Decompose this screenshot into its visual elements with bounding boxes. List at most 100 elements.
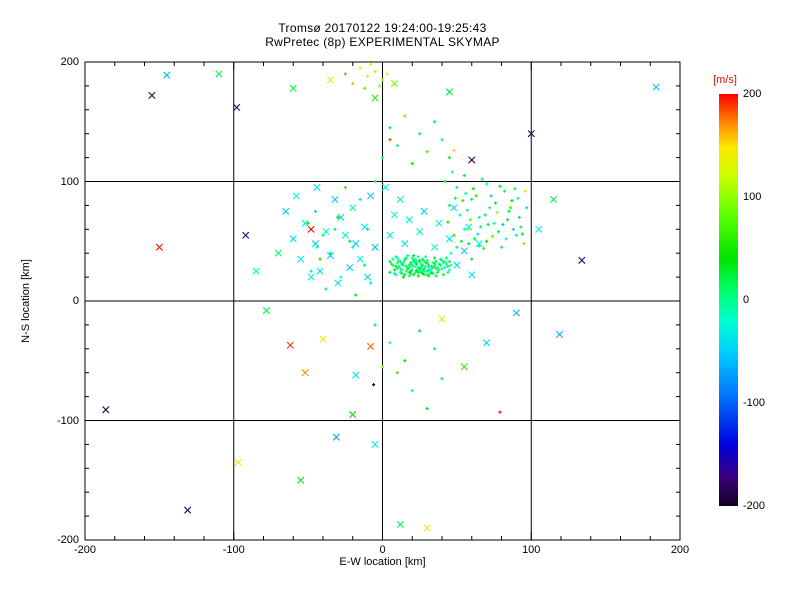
cross-stroke [289,235,297,243]
data-point-cross [423,524,431,532]
data-point-dot [467,242,471,246]
data-point-dot [412,253,416,258]
data-point-dot [440,138,444,142]
data-point-cross [453,261,461,269]
data-point-dot [363,263,367,267]
data-point-dot [397,258,401,262]
data-point-dot [425,406,429,411]
data-point-dot [358,66,362,70]
colorbar-tick-label: -200 [743,500,766,512]
data-point-dot [318,257,322,261]
data-point-cross [352,240,360,248]
data-point-dot [427,274,431,278]
data-point-dot [409,261,413,265]
data-point-cross [465,223,473,231]
cross-stroke [416,228,424,236]
cross-stroke [390,211,398,219]
data-point-dot [462,173,466,178]
cross-stroke [215,70,223,78]
data-point-cross [286,341,294,349]
data-point-cross [430,243,439,251]
cross-stroke [292,192,300,200]
data-point-cross [401,240,409,248]
data-point-dot [489,194,493,198]
data-point-dot [495,210,499,215]
cross-stroke [163,71,171,79]
cross-stroke [401,240,409,248]
data-point-cross [352,371,360,379]
data-point-dot [505,218,510,222]
x-tick-label: 200 [670,544,690,556]
cross-stroke [381,183,390,192]
data-point-dot [418,132,422,136]
data-point-dot [406,267,410,271]
data-point-cross [337,213,345,221]
data-point-dot [388,138,392,142]
cross-stroke [367,192,375,200]
data-point-dot [380,156,385,160]
data-point-dot [483,213,487,217]
data-point-dot [493,201,498,205]
x-tick-label: -100 [222,544,245,556]
data-point-dot [409,269,413,273]
data-point-dot [412,273,416,277]
data-point-cross [475,240,483,248]
data-point-dot [403,114,407,118]
data-point-dot [514,233,518,237]
data-point-dot [429,264,434,268]
cross-stroke [307,273,315,281]
data-point-dot [395,267,399,271]
data-point-dot [403,359,407,363]
data-point-dot [441,261,446,265]
data-point-cross [215,70,223,78]
cross-stroke [346,263,354,272]
data-point-cross [311,240,320,248]
cross-stroke [405,216,413,224]
cross-stroke [332,433,340,441]
data-point-dot [413,257,417,261]
cross-stroke [386,231,394,239]
data-point-cross [356,255,364,263]
cross-stroke [371,440,379,448]
data-point-cross [349,204,357,212]
data-point-dot [458,213,462,217]
data-point-dot [437,268,441,272]
data-point-cross [364,273,372,281]
cross-stroke [356,255,364,263]
cross-stroke [301,219,309,227]
data-point-dot [502,189,507,193]
data-point-dot [432,262,437,266]
data-point-dot [446,220,450,224]
cross-stroke [578,256,586,264]
data-point-cross [319,335,327,343]
cross-stroke [371,243,379,251]
cross-stroke [430,243,439,251]
cross-stroke [652,83,660,91]
data-point-dot [447,268,452,272]
data-point-dot [391,257,395,261]
cross-stroke [475,240,483,248]
data-point-dot [328,251,333,255]
data-point-dot [522,242,526,246]
data-point-dot [474,194,478,198]
data-point-dot [421,257,425,261]
cross-stroke [233,103,241,111]
data-point-dot [404,264,408,268]
cross-stroke [453,261,461,269]
data-point-dot [410,264,414,268]
data-point-cross [438,315,446,323]
y-tick-label: 0 [72,295,79,307]
cross-stroke [334,279,342,287]
data-point-dot [498,410,502,414]
data-point-cross [307,225,315,233]
data-point-cross [316,267,324,275]
data-point-dot [421,271,425,276]
data-point-cross [445,88,454,96]
data-point-cross [468,271,476,279]
data-point-dot [498,184,502,188]
data-point-dot [510,199,514,203]
data-point-dot [403,258,407,262]
cross-stroke [423,524,431,532]
x-axis-label: E-W location [km] [339,556,426,568]
data-point-dot [422,259,426,264]
